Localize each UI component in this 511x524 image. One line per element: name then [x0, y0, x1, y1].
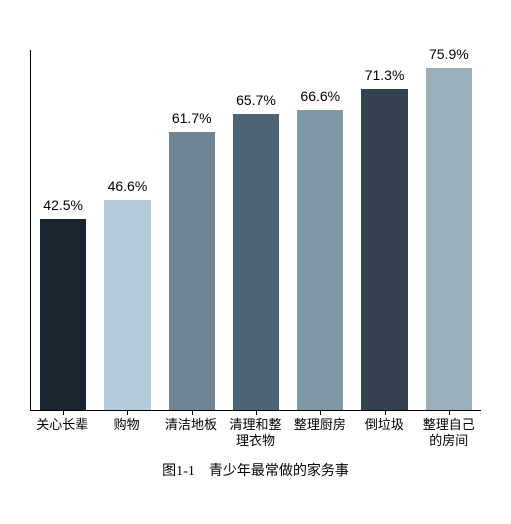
x-axis-label: 关心长辈 — [30, 411, 94, 450]
bar-slot: 65.7% — [224, 50, 288, 410]
x-tick — [449, 410, 450, 415]
bar-value-label: 42.5% — [43, 197, 83, 213]
bar-slot: 66.6% — [288, 50, 352, 410]
x-tick — [63, 410, 64, 415]
bar: 71.3% — [361, 89, 407, 410]
bar-slot: 75.9% — [417, 50, 481, 410]
bar-slot: 46.6% — [95, 50, 159, 410]
bar-value-label: 65.7% — [236, 92, 276, 108]
plot-area: 42.5% 46.6% 61.7% 65.7% 66.6% 71.3% 75.9% — [30, 50, 481, 411]
bar-value-label: 71.3% — [365, 67, 405, 83]
bar: 46.6% — [104, 200, 150, 410]
x-axis-label: 倒垃圾 — [352, 411, 416, 450]
bar: 75.9% — [426, 68, 472, 410]
x-tick — [127, 410, 128, 415]
x-tick — [320, 410, 321, 415]
bar-value-label: 61.7% — [172, 110, 212, 126]
x-tick — [192, 410, 193, 415]
x-axis-label: 整理自己的房间 — [417, 411, 481, 450]
bar-slot: 71.3% — [352, 50, 416, 410]
x-axis-labels: 关心长辈购物清洁地板清理和整理衣物整理厨房倒垃圾整理自己的房间 — [30, 411, 481, 450]
x-tick — [256, 410, 257, 415]
bar-value-label: 66.6% — [300, 88, 340, 104]
bar: 66.6% — [297, 110, 343, 410]
bar: 65.7% — [233, 114, 279, 410]
chart-caption: 图1-1 青少年最常做的家务事 — [30, 460, 481, 480]
x-axis-label: 整理厨房 — [288, 411, 352, 450]
bars-container: 42.5% 46.6% 61.7% 65.7% 66.6% 71.3% 75.9% — [31, 50, 481, 410]
bar-value-label: 46.6% — [108, 178, 148, 194]
bar-slot: 61.7% — [160, 50, 224, 410]
x-axis-label: 清洁地板 — [159, 411, 223, 450]
x-axis-label: 购物 — [94, 411, 158, 450]
x-tick — [385, 410, 386, 415]
x-axis-label: 清理和整理衣物 — [223, 411, 287, 450]
bar-value-label: 75.9% — [429, 46, 469, 62]
bar-slot: 42.5% — [31, 50, 95, 410]
bar-chart: 42.5% 46.6% 61.7% 65.7% 66.6% 71.3% 75.9% 关心长辈… — [0, 0, 511, 480]
bar: 61.7% — [169, 132, 215, 410]
bar: 42.5% — [40, 219, 86, 410]
